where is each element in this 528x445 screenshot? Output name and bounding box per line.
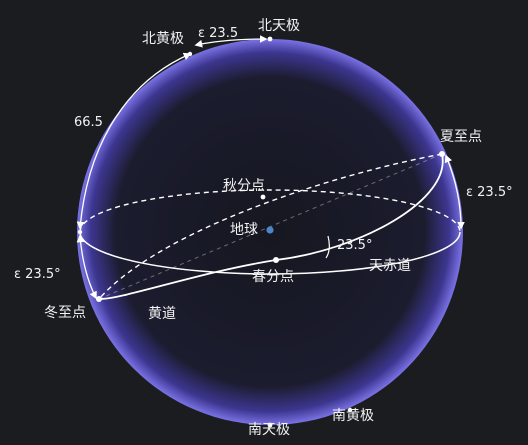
complement-angle-label: 66.5 [74,115,103,130]
arc-epsilon-left [76,234,97,300]
celestial-equator-label: 天赤道 [369,258,411,274]
ecliptic-label: 黄道 [148,305,176,322]
autumn-equinox-label: 秋分点 [223,178,265,194]
south-celestial-pole-label: 南天极 [248,422,290,438]
north-ecliptic-pole-dot [187,51,193,57]
winter-solstice-label: 冬至点 [44,305,86,321]
epsilon-left-label: ε 23.5° [14,267,61,282]
arc-epsilon-right [444,154,465,230]
earth-label: 地球 [230,222,258,238]
epsilon-right-label: ε 23.5° [466,185,513,200]
epsilon-top-label: ε 23.5 [198,26,238,41]
obliquity-label: 23.5° [337,238,372,253]
spring-equinox-dot [273,257,279,263]
arc-obliquity [325,235,330,259]
summer-solstice-label: 夏至点 [440,129,482,145]
ecliptic-back [98,153,443,300]
south-ecliptic-pole-label: 南黄极 [332,407,374,424]
winter-solstice-dot [96,296,102,302]
autumn-equinox-dot [260,194,266,200]
equator-left-dot [77,229,83,235]
north-pole-dot [267,36,273,42]
south-ecliptic-pole-dot [347,407,353,413]
north-ecliptic-pole-label: 北黄极 [142,30,184,47]
summer-solstice-dot [439,151,445,157]
celestial-equator-front [79,231,461,275]
spring-equinox-label: 春分点 [252,269,294,285]
arc-complement [76,52,192,230]
arc-epsilon-top [194,35,268,48]
south-pole-dot [267,422,273,428]
earth-dot [266,226,274,234]
north-celestial-pole-label: 北天极 [258,18,300,34]
